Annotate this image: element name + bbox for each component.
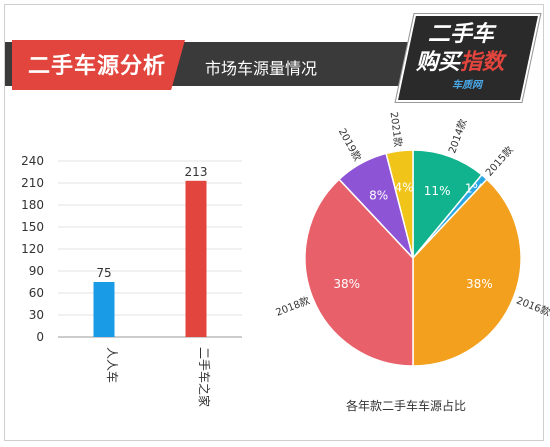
x-tick-label: 二手车之家 — [197, 347, 212, 407]
pie-slice — [412, 178, 522, 367]
pie-category-label: 2014款 — [445, 117, 469, 155]
pie-slice — [385, 149, 414, 259]
page-subtitle: 市场车源量情况 — [205, 59, 318, 78]
y-tick-label: 90 — [29, 264, 44, 278]
bar-data-label: 75 — [96, 266, 111, 280]
y-tick-label: 240 — [21, 154, 44, 168]
pie-category-label: 2018款 — [274, 294, 312, 319]
logo-text-line2: 购买指数 — [416, 44, 504, 76]
logo-text-line2a: 购买 — [416, 50, 461, 75]
pie-slice — [412, 149, 483, 261]
logo-brand-text: 车质网 — [452, 80, 482, 91]
pie-pct-label: 4% — [395, 180, 414, 194]
logo-text-line1: 二手车 — [428, 22, 495, 47]
bar-data-label: 213 — [185, 165, 208, 179]
x-tick-label: 人人车 — [105, 347, 120, 383]
bar — [185, 180, 207, 337]
y-tick-label: 120 — [21, 242, 44, 256]
pie-slice — [304, 178, 414, 367]
logo-text-line2b: 指数 — [460, 50, 505, 75]
pie-category-label: 2015款 — [483, 143, 516, 178]
y-tick-label: 180 — [21, 198, 44, 212]
pie-pct-label: 8% — [369, 189, 388, 203]
y-tick-label: 150 — [21, 220, 44, 234]
title-tab — [12, 40, 185, 90]
bar — [93, 282, 115, 337]
y-tick-label: 60 — [29, 286, 44, 300]
y-tick-label: 210 — [21, 176, 44, 190]
page-title: 二手车源分析 — [28, 54, 167, 79]
pie-category-label: 2019款 — [336, 126, 364, 163]
pie-category-label: 2016款 — [515, 294, 550, 319]
pie-pct-label: 11% — [424, 184, 451, 198]
pie-category-label: 2021款 — [388, 111, 405, 148]
pie-pct-label: 38% — [466, 277, 493, 291]
pie-chart-caption: 各年款二手车车源占比 — [346, 399, 467, 413]
y-tick-label: 30 — [29, 308, 44, 322]
y-tick-label: 0 — [36, 330, 44, 344]
chart-frame — [4, 4, 544, 441]
pie-pct-label: 38% — [333, 277, 360, 291]
brand-logo: 二手车 购买指数 车质网 — [395, 6, 541, 102]
